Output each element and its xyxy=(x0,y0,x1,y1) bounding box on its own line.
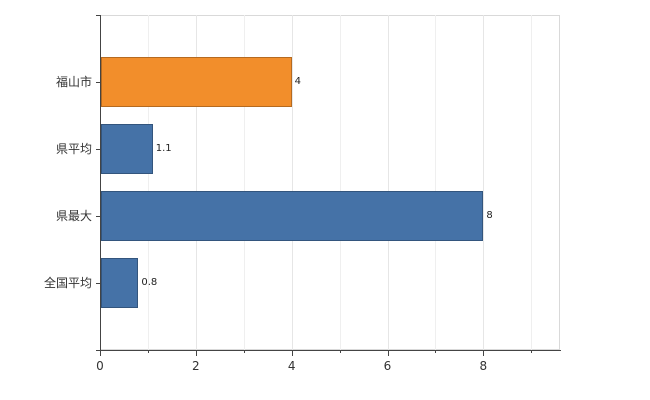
x-axis-minor-tick xyxy=(243,350,245,353)
bar-value-label: 0.8 xyxy=(141,277,158,288)
minor-gridline xyxy=(435,15,437,350)
x-axis-tick xyxy=(291,350,293,356)
x-axis-tick xyxy=(483,350,485,356)
x-tick-label: 6 xyxy=(383,359,392,373)
major-gridline xyxy=(387,15,389,350)
y-axis-tick xyxy=(96,15,100,16)
y-axis-tick xyxy=(96,216,100,217)
bar xyxy=(101,258,139,308)
minor-gridline xyxy=(147,15,149,350)
y-axis-tick xyxy=(96,149,100,150)
x-axis-tick xyxy=(195,350,197,356)
x-tick-label: 8 xyxy=(479,359,488,373)
major-gridline xyxy=(483,15,485,350)
bar-value-label: 8 xyxy=(486,210,493,221)
category-label: 県最大 xyxy=(55,209,92,223)
minor-gridline xyxy=(531,15,533,350)
bar-value-label: 1.1 xyxy=(155,143,172,154)
y-axis-line xyxy=(100,15,101,350)
bar xyxy=(101,57,292,107)
minor-gridline xyxy=(339,15,341,350)
minor-gridline xyxy=(243,15,245,350)
x-axis-minor-tick xyxy=(147,350,149,353)
x-axis-tick xyxy=(387,350,389,356)
x-axis-line xyxy=(100,350,561,351)
bar xyxy=(101,124,153,174)
y-axis-tick xyxy=(96,283,100,284)
x-axis-tick xyxy=(100,350,101,356)
x-axis-minor-tick xyxy=(339,350,341,353)
major-gridline xyxy=(195,15,197,350)
category-label: 福山市 xyxy=(55,75,92,89)
y-axis-tick xyxy=(96,82,100,83)
bar-value-label: 4 xyxy=(294,76,302,87)
x-axis-minor-tick xyxy=(435,350,437,353)
y-axis-tick xyxy=(96,350,100,351)
x-tick-label: 0 xyxy=(96,359,104,373)
x-tick-label: 4 xyxy=(287,359,296,373)
category-label: 県平均 xyxy=(55,142,92,156)
bar xyxy=(101,191,484,241)
category-label: 全国平均 xyxy=(43,276,92,290)
x-axis-minor-tick xyxy=(531,350,533,353)
major-gridline xyxy=(291,15,293,350)
x-tick-label: 2 xyxy=(192,359,200,373)
